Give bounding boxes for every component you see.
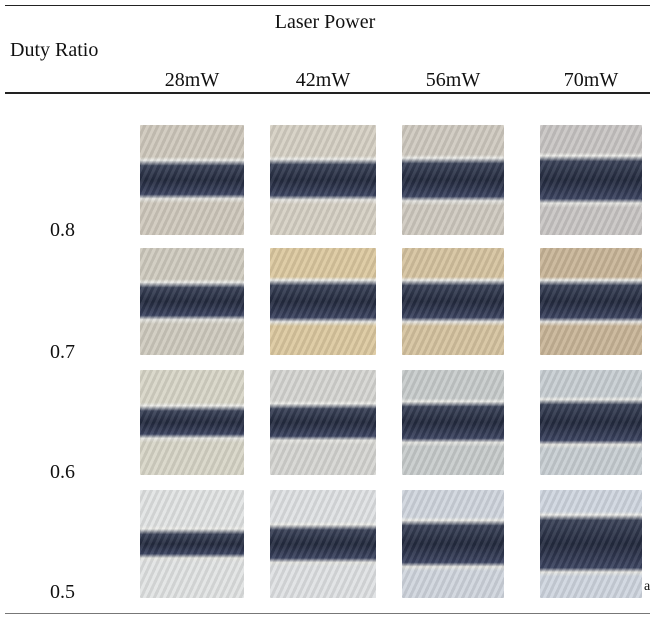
micrograph [270,125,376,235]
row-label: 0.6 [50,461,75,483]
micrograph [402,490,504,598]
top-rule [5,5,650,6]
micrograph [540,248,642,355]
row-label: 0.7 [50,341,75,363]
micrograph [140,125,244,235]
micrograph [402,370,504,475]
micrograph [540,370,642,475]
row-header: Duty Ratio [10,39,99,61]
micrograph [270,370,376,475]
micrograph [140,370,244,475]
column-group-header: Laser Power [274,11,376,33]
micrograph [540,490,642,598]
micrograph [270,490,376,598]
header-rule [5,92,650,94]
row-label: 0.5 [50,581,75,603]
micrograph [540,125,642,235]
column-header: 28mW [164,69,220,91]
micrograph [270,248,376,355]
micrograph [140,248,244,355]
note-marker: a [644,579,651,594]
column-header: 70mW [563,69,619,91]
row-label: 0.8 [50,219,75,241]
micrograph [402,125,504,235]
column-header: 56mW [425,69,481,91]
micrograph [402,248,504,355]
micrograph [140,490,244,598]
column-header: 42mW [295,69,351,91]
bottom-rule [5,613,650,614]
